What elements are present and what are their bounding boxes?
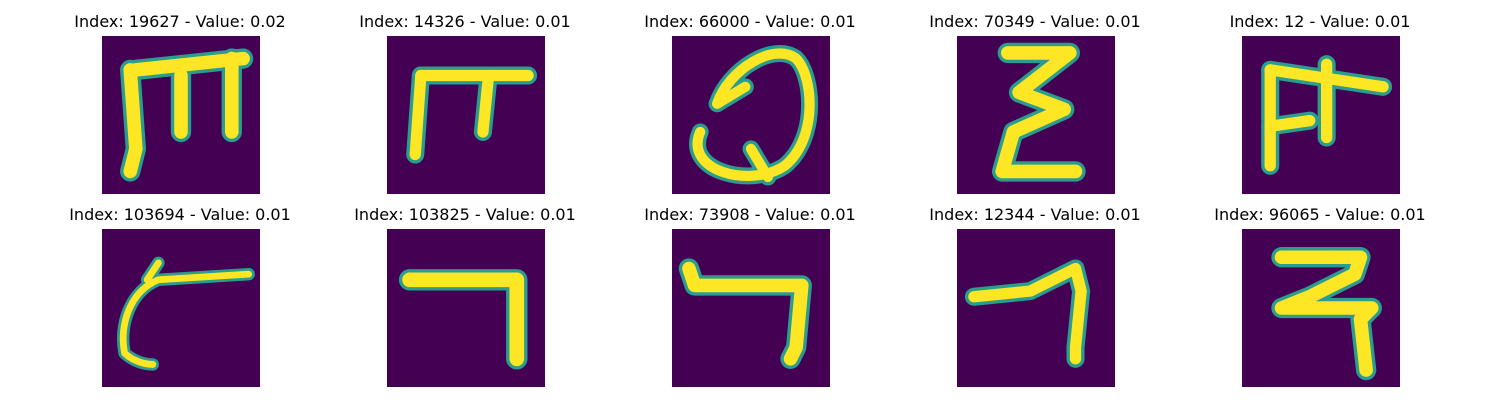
panel-title: Index: 12 - Value: 0.01 — [1229, 12, 1411, 31]
panel-2: Index: 14326 - Value: 0.01 — [335, 12, 595, 202]
panel-title: Index: 66000 - Value: 0.01 — [644, 12, 856, 31]
handwritten-glyph-image — [1242, 36, 1400, 194]
handwritten-glyph-image — [957, 229, 1115, 387]
panel-title: Index: 103694 - Value: 0.01 — [69, 205, 291, 224]
panel-3: Index: 66000 - Value: 0.01 — [620, 12, 880, 202]
panel-9: Index: 12344 - Value: 0.01 — [905, 205, 1165, 395]
panel-5: Index: 12 - Value: 0.01 — [1190, 12, 1450, 202]
panel-1: Index: 19627 - Value: 0.02 — [50, 12, 310, 202]
panel-title: Index: 96065 - Value: 0.01 — [1214, 205, 1426, 224]
panel-title: Index: 19627 - Value: 0.02 — [74, 12, 286, 31]
handwritten-glyph-image — [672, 229, 830, 387]
handwritten-glyph-image — [1242, 229, 1400, 387]
panel-8: Index: 73908 - Value: 0.01 — [620, 205, 880, 395]
panel-title: Index: 14326 - Value: 0.01 — [359, 12, 571, 31]
panel-title: Index: 70349 - Value: 0.01 — [929, 12, 1141, 31]
panel-7: Index: 103825 - Value: 0.01 — [335, 205, 595, 395]
panel-10: Index: 96065 - Value: 0.01 — [1190, 205, 1450, 395]
panel-title: Index: 103825 - Value: 0.01 — [354, 205, 576, 224]
panel-6: Index: 103694 - Value: 0.01 — [50, 205, 310, 395]
handwritten-glyph-image — [102, 229, 260, 387]
handwritten-glyph-image — [387, 229, 545, 387]
handwritten-glyph-image — [387, 36, 545, 194]
panel-4: Index: 70349 - Value: 0.01 — [905, 12, 1165, 202]
handwritten-glyph-image — [957, 36, 1115, 194]
panel-title: Index: 12344 - Value: 0.01 — [929, 205, 1141, 224]
panel-title: Index: 73908 - Value: 0.01 — [644, 205, 856, 224]
handwritten-glyph-image — [672, 36, 830, 194]
handwritten-glyph-image — [102, 36, 260, 194]
